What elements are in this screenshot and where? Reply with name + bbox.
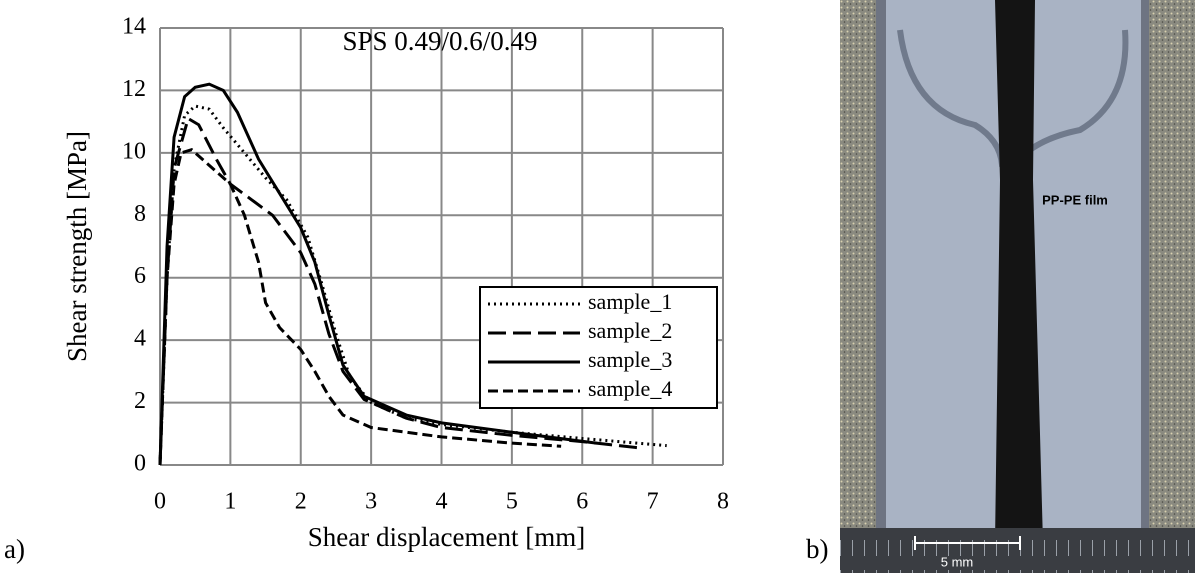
x-tick-label: 0 xyxy=(154,489,166,515)
y-tick-label: 0 xyxy=(134,451,146,477)
data-line xyxy=(158,148,562,466)
panel-label: b) xyxy=(806,534,829,564)
legend-label: sample_1 xyxy=(588,289,672,314)
photo-label: PP-PE film xyxy=(1042,192,1108,207)
scale-bar-label: 5 mm xyxy=(941,554,974,569)
x-tick-label: 5 xyxy=(506,489,518,515)
x-tick-label: 4 xyxy=(436,489,448,515)
y-axis-label: Shear strength [MPa] xyxy=(62,131,92,362)
x-tick-label: 8 xyxy=(717,489,729,515)
x-tick-label: 3 xyxy=(365,489,377,515)
data-line xyxy=(158,104,667,466)
annotation: SPS 0.49/0.6/0.49 xyxy=(342,26,537,56)
legend-label: sample_3 xyxy=(588,347,672,372)
y-tick-label: 12 xyxy=(122,76,146,102)
x-tick-label: 7 xyxy=(647,489,659,515)
legend-label: sample_2 xyxy=(588,318,672,343)
x-tick-label: 2 xyxy=(295,489,307,515)
y-tick-label: 2 xyxy=(134,388,146,414)
y-tick-label: 10 xyxy=(122,138,146,164)
legend-box xyxy=(479,286,718,409)
x-tick-label: 6 xyxy=(576,489,588,515)
x-axis-label: Shear displacement [mm] xyxy=(308,522,585,552)
y-tick-label: 6 xyxy=(134,263,146,289)
data-line xyxy=(158,116,639,466)
legend-label: sample_4 xyxy=(588,376,672,401)
x-tick-label: 1 xyxy=(224,489,236,515)
panel-label: a) xyxy=(4,534,25,564)
y-tick-label: 14 xyxy=(122,14,146,40)
y-tick-label: 4 xyxy=(134,326,146,352)
photo: PP-PE film 5 mm xyxy=(840,0,1195,573)
data-line xyxy=(158,82,597,466)
y-tick-label: 8 xyxy=(134,201,146,227)
